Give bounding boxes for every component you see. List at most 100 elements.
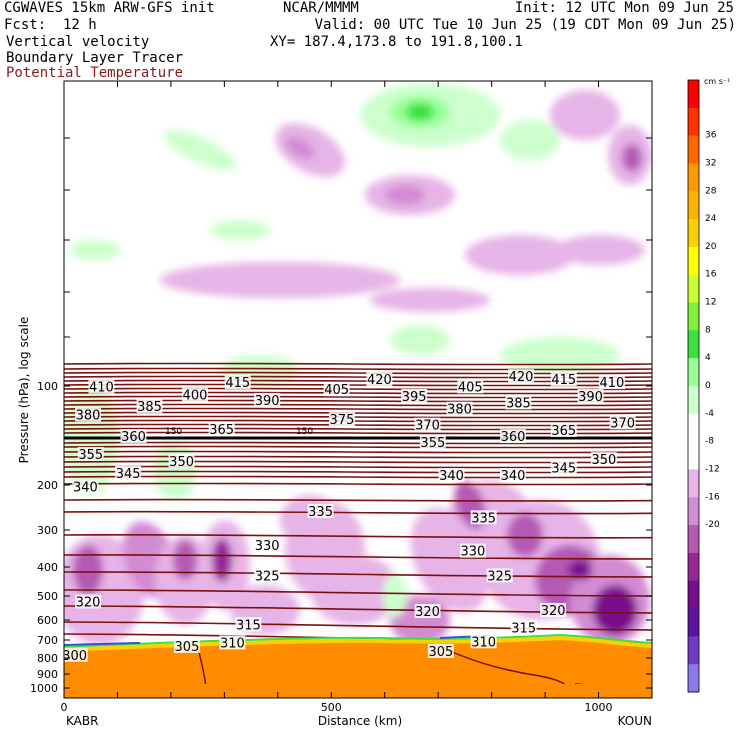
tracer-label: 150 <box>165 427 182 437</box>
isentrope-label-bg <box>224 375 251 390</box>
colorbar-swatch <box>688 497 699 526</box>
y-tick-label: 600 <box>37 614 58 627</box>
isentrope-label-bg <box>505 395 532 410</box>
isentrope-label: 310 <box>471 635 496 650</box>
isentrope-label: 390 <box>578 390 603 405</box>
left-station-label: KABR <box>66 714 98 728</box>
updraft-region <box>163 129 237 171</box>
isentrope-label-bg <box>598 375 625 390</box>
y-tick-label: 800 <box>37 652 58 665</box>
isentrope-label-bg <box>254 538 281 553</box>
updraft-region <box>406 103 434 121</box>
colorbar-label: -16 <box>705 492 720 502</box>
isentrope-label-bg <box>590 452 617 467</box>
isentrope-label: 410 <box>89 380 114 395</box>
colorbar-swatch <box>688 302 699 331</box>
colorbar-label: -20 <box>705 520 720 530</box>
terrain-surface <box>64 684 652 698</box>
isentrope-label: 380 <box>76 409 101 424</box>
isentrope-label-bg <box>550 460 577 475</box>
colorbar-label: 28 <box>705 186 717 196</box>
isentrope-label-bg <box>401 388 428 403</box>
boundary-layer-tracer-band <box>64 642 141 646</box>
isentrope-label: 335 <box>308 505 333 520</box>
field-vertical-velocity: Vertical velocity <box>6 34 150 50</box>
isentrope-label: 380 <box>447 403 472 418</box>
isentrope-label-bg <box>136 399 163 414</box>
colorbar-swatch <box>688 80 699 109</box>
isentrope-label: 355 <box>78 448 103 463</box>
colorbar-swatch <box>688 107 699 137</box>
updraft-region <box>210 220 270 240</box>
updraft-region <box>153 440 197 500</box>
colorbar-swatch <box>688 246 699 276</box>
colorbar-label: 36 <box>705 131 717 141</box>
isentrope-label-bg <box>500 468 527 483</box>
isentrope-label-bg <box>540 602 567 617</box>
isentrope-label: 365 <box>209 423 234 438</box>
isentrope-label: 415 <box>551 373 576 388</box>
isentrope-label: 340 <box>73 481 98 496</box>
colorbar-label: -8 <box>705 437 714 447</box>
isentrope-label-bg <box>414 604 441 619</box>
colorbar-swatch <box>688 386 699 415</box>
colorbar-label: 20 <box>705 242 717 252</box>
y-tick-label: 200 <box>37 479 58 492</box>
isentrope-label: 370 <box>610 416 635 431</box>
isentrope-label: 375 <box>330 413 355 428</box>
isentrope-label: 310 <box>220 636 245 651</box>
model-title: CGWAVES 15km ARW-GFS init <box>4 0 215 16</box>
plot-frame <box>63 80 653 699</box>
terrain-lower-atmosphere <box>64 638 652 698</box>
isentrope-label: 420 <box>367 373 392 388</box>
colorbar-swatch <box>688 135 699 164</box>
isentrope-label: 360 <box>121 430 146 445</box>
updraft-region <box>500 120 560 160</box>
colorbar-label: 12 <box>705 298 716 308</box>
isentrope-label-bg <box>486 568 513 583</box>
downdraft-region <box>555 235 645 265</box>
isentrope-line <box>64 367 652 371</box>
isentrope-label: 365 <box>551 424 576 439</box>
forecast-label: Fcst: <box>4 17 47 33</box>
updraft-region <box>383 573 407 617</box>
isentrope-label: 330 <box>255 539 280 554</box>
right-station-label: KOUN <box>618 714 652 728</box>
colorbar-swatch <box>688 274 699 304</box>
y-axis-label: Pressure (hPa), log scale <box>17 317 31 464</box>
isentrope-label: 330 <box>461 545 486 560</box>
updraft-region <box>500 337 620 373</box>
isentrope-label: 325 <box>255 569 280 584</box>
isentrope-label-bg <box>254 392 281 407</box>
isentrope-label-bg <box>470 510 497 525</box>
x-tick-label: 500 <box>321 701 342 714</box>
downdraft-region <box>73 545 103 595</box>
isentrope-line <box>64 441 652 445</box>
colorbar-label: 8 <box>705 325 711 335</box>
downdraft-region <box>370 288 490 312</box>
isentrope-label: 300 <box>62 649 87 664</box>
isentrope-label: 345 <box>116 467 141 482</box>
isentrope-label: 385 <box>506 396 531 411</box>
y-tick-label: 700 <box>37 634 58 647</box>
downdraft-region <box>507 513 543 557</box>
isentrope-label: 335 <box>471 511 496 526</box>
colorbar-label: 32 <box>705 158 716 168</box>
isentrope-label-bg <box>459 543 486 558</box>
tracer-label: 150 <box>296 427 313 437</box>
colorbar-label: 16 <box>705 270 717 280</box>
x-tick-label: 1000 <box>585 701 613 714</box>
downdraft-region <box>550 90 620 140</box>
isentrope-label: 305 <box>175 640 200 655</box>
isentrope-label: 320 <box>541 604 566 619</box>
colorbar-swatch <box>688 358 699 387</box>
isentrope-label-bg <box>328 412 355 427</box>
downdraft-region <box>385 185 425 205</box>
colorbar-swatch <box>688 441 699 470</box>
colorbar-label: 0 <box>705 381 711 391</box>
y-tick-label: 900 <box>37 668 58 681</box>
isentrope-line <box>64 621 652 631</box>
